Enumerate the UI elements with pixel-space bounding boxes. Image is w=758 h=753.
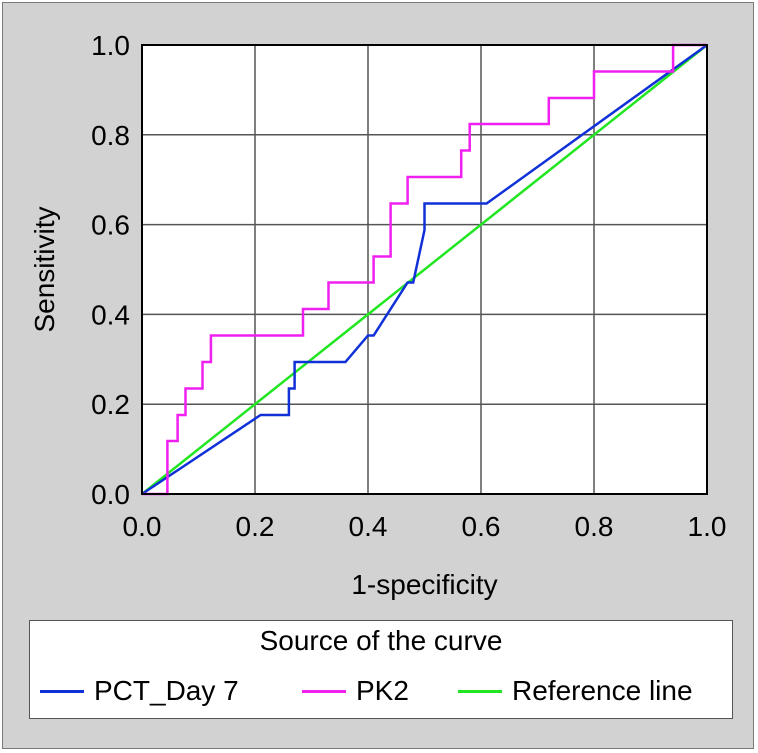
legend-label-pct-day7: PCT_Day 7 (94, 675, 239, 706)
legend-label-pk2: PK2 (356, 675, 409, 706)
legend-swatch-reference-line (458, 689, 502, 693)
roc-chart: 0.0 0.2 0.4 0.6 0.8 1.0 0.0 0.2 0.4 0.6 0.8 1.0 1-s… (29, 30, 726, 600)
legend-swatch-pk2 (302, 689, 346, 693)
legend-label-reference-line: Reference line (512, 675, 693, 706)
x-axis-title: 1-specificity (351, 569, 497, 600)
legend-item-reference-line: Reference line (458, 673, 693, 709)
tick-labels: 0.0 0.2 0.4 0.6 0.8 1.0 0.0 0.2 0.4 0.6 0.8 1.0 (91, 30, 726, 542)
plot-border (141, 44, 708, 495)
y-tick-label: 0.6 (91, 210, 130, 241)
gridlines (142, 45, 707, 494)
x-tick-label: 1.0 (688, 511, 727, 542)
legend-item-pct-day7: PCT_Day 7 (40, 673, 239, 709)
legend-item-pk2: PK2 (302, 673, 409, 709)
y-tick-label: 0.0 (91, 479, 130, 510)
y-axis-title: Sensitivity (29, 206, 60, 332)
x-tick-label: 0.4 (349, 511, 388, 542)
x-tick-label: 0.8 (575, 511, 614, 542)
x-tick-label: 0.0 (123, 511, 162, 542)
series-line-pct-day-7 (141, 43, 708, 496)
legend: Source of the curve PCT_Day 7 PK2 Refere… (29, 620, 733, 719)
x-tick-label: 0.2 (236, 511, 275, 542)
legend-title: Source of the curve (259, 625, 503, 656)
y-tick-label: 0.2 (91, 389, 130, 420)
series-layer (141, 43, 708, 496)
legend-swatch-pct-day7 (40, 689, 84, 693)
y-tick-label: 0.8 (91, 120, 130, 151)
series-line-pk2 (142, 43, 707, 496)
x-tick-label: 0.6 (462, 511, 501, 542)
y-tick-label: 0.4 (91, 299, 130, 330)
series-line-reference-line (141, 44, 708, 495)
y-tick-label: 1.0 (91, 30, 130, 61)
